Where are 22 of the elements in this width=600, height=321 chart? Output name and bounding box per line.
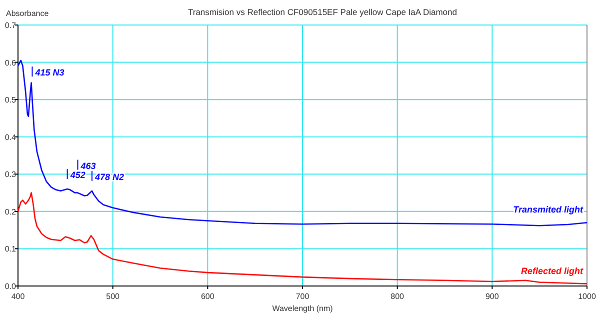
y-tick-label: 0.7 [4, 21, 17, 30]
x-tick-label: 500 [106, 292, 120, 301]
x-tick-label: 700 [296, 292, 310, 301]
x-tick-label: 400 [11, 292, 26, 301]
y-tick-label: 0.3 [4, 170, 17, 180]
annotation: 463 [80, 160, 96, 171]
y-tick-label: 0.5 [4, 96, 17, 105]
y-tick-label: 0.4 [4, 132, 17, 142]
x-axis-title: Wavelength (nm) [272, 304, 334, 313]
y-tick-label: 0.6 [4, 58, 17, 68]
chart-title: Transmision vs Reflection CF090515EF Pale yellow Cape IaA Diamond [188, 7, 458, 17]
x-tick-label: 1000 [578, 292, 596, 301]
annotation: 415 N3 [34, 68, 64, 78]
y-tick-label: 0.1 [4, 244, 17, 254]
x-tick-label: 900 [485, 292, 500, 301]
y-tick-label: 0.0 [4, 282, 17, 291]
series-label: Reflected light [520, 266, 584, 276]
y-tick-label: 0.2 [4, 207, 17, 216]
x-tick-label: 800 [390, 292, 405, 301]
y-axis-title: Absorbance [6, 9, 50, 18]
line-series [17, 60, 588, 226]
x-tick-label: 600 [200, 292, 215, 301]
